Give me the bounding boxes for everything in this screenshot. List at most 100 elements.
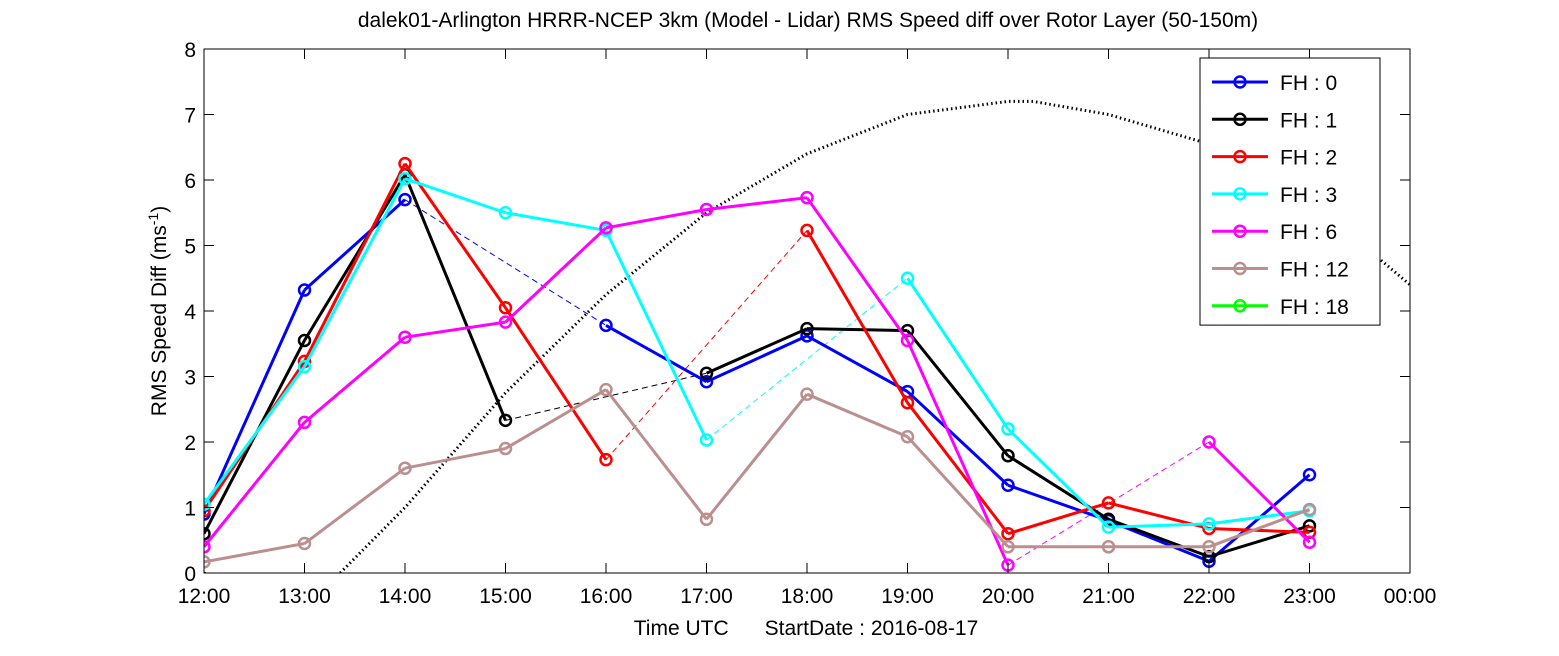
series-point	[900, 395, 915, 410]
series-point	[599, 382, 613, 397]
series-point	[398, 461, 412, 475]
series-point	[297, 536, 312, 551]
series-point	[1202, 540, 1216, 554]
y-tick-label: 5	[184, 236, 196, 259]
series-segment	[505, 211, 607, 232]
series-point	[204, 540, 211, 554]
legend-entry-label: FH : 6	[1280, 221, 1337, 244]
series-gap-connector	[706, 277, 908, 441]
series-segment	[906, 435, 1010, 548]
series-point	[398, 330, 412, 344]
y-tick-label: 7	[184, 105, 196, 128]
series-point	[699, 433, 714, 447]
x-tick-label: 17:00	[680, 585, 733, 608]
x-axis-label: Time UTC StartDate : 2016-08-17	[634, 617, 979, 640]
series-segment	[604, 229, 708, 441]
series-point	[599, 318, 613, 333]
x-tick-label: 15:00	[479, 585, 532, 608]
series-segment	[805, 229, 909, 404]
series-segment	[204, 289, 306, 515]
y-tick-label: 3	[184, 367, 196, 390]
series-segment	[604, 388, 708, 521]
series-gap-connector	[605, 230, 808, 461]
series-segment	[806, 334, 909, 393]
x-tick-label: 18:00	[781, 585, 834, 608]
series-segment	[906, 390, 1010, 487]
series-point	[599, 452, 613, 467]
series-segment	[403, 162, 507, 309]
series-segment	[605, 207, 707, 230]
series-point	[297, 415, 312, 430]
y-tick-label: 1	[184, 498, 196, 521]
series-point	[1001, 526, 1015, 541]
series-segment	[805, 196, 909, 342]
series-gap-connector	[505, 372, 707, 421]
x-axis-label-main: Time UTC	[634, 617, 729, 640]
series-point	[297, 283, 312, 297]
y-tick-label: 6	[184, 170, 196, 193]
gap-connector-layer	[404, 199, 1210, 566]
x-tick-label: 13:00	[278, 585, 331, 608]
series-point	[699, 202, 714, 217]
series-point	[498, 413, 513, 428]
series-point	[204, 497, 211, 511]
series-segment	[1208, 508, 1311, 549]
series-point	[498, 300, 513, 315]
series-point	[297, 359, 312, 374]
series-point	[1101, 512, 1116, 527]
chart-title: dalek01-Arlington HRRR-NCEP 3km (Model -…	[358, 9, 1258, 32]
series-segment	[806, 327, 908, 333]
series-segment	[706, 196, 808, 211]
series-point	[1302, 535, 1317, 549]
y-tick-label: 4	[184, 301, 196, 324]
x-tick-label: 19:00	[881, 585, 934, 608]
x-tick-label: 20:00	[982, 585, 1035, 608]
series-segment	[705, 327, 808, 375]
series-point	[498, 315, 513, 329]
legend-swatch-marker	[1233, 75, 1247, 89]
legend-entry-label: FH : 12	[1280, 259, 1349, 282]
series-point	[1001, 449, 1015, 463]
y-axis-label-text: RMS Speed Diff (ms	[148, 225, 171, 416]
series-point	[800, 321, 814, 336]
series-segment	[504, 306, 608, 461]
series-point	[1202, 517, 1216, 531]
series-point	[1001, 540, 1015, 554]
series-point	[1001, 478, 1015, 492]
series-segment	[204, 542, 305, 564]
series-point	[1001, 422, 1015, 436]
series-point	[1302, 468, 1317, 482]
legend-swatch-marker	[1233, 187, 1247, 201]
series-point	[1302, 502, 1317, 517]
series-segment	[303, 177, 407, 368]
series-segment	[1208, 526, 1310, 534]
series-segment	[303, 466, 406, 545]
legend-swatch-marker	[1233, 261, 1247, 276]
y-axis-label: RMS Speed Diff (ms-1)	[145, 206, 171, 416]
x-tick-label: 22:00	[1183, 585, 1236, 608]
series-point	[900, 271, 915, 285]
series-point	[800, 329, 814, 343]
reference-curve-layer	[204, 99, 1410, 573]
x-tick-label: 21:00	[1082, 585, 1135, 608]
x-tick-label: 16:00	[580, 585, 633, 608]
series-point	[498, 441, 513, 456]
series-point	[398, 171, 412, 186]
series-segment	[404, 320, 506, 339]
series-point	[1101, 540, 1116, 554]
series-point	[297, 333, 312, 348]
series-segment	[303, 336, 406, 424]
y-tick-label: 2	[184, 432, 196, 455]
legend: FH : 0 FH : 1 FH : 2 FH : 3 FH : 6 FH : 12 FH …	[1199, 57, 1381, 326]
series-segment	[504, 388, 607, 450]
series-segment	[705, 334, 808, 384]
legend-swatch-marker	[1233, 112, 1247, 127]
reference-curve	[204, 99, 1410, 573]
legend-entry-label: FH : 18	[1280, 296, 1349, 319]
series-point	[1101, 496, 1116, 510]
y-axis-label-close: )	[148, 206, 171, 213]
series-segment	[404, 447, 506, 470]
series-segment	[705, 393, 809, 521]
series-segment	[303, 198, 407, 292]
